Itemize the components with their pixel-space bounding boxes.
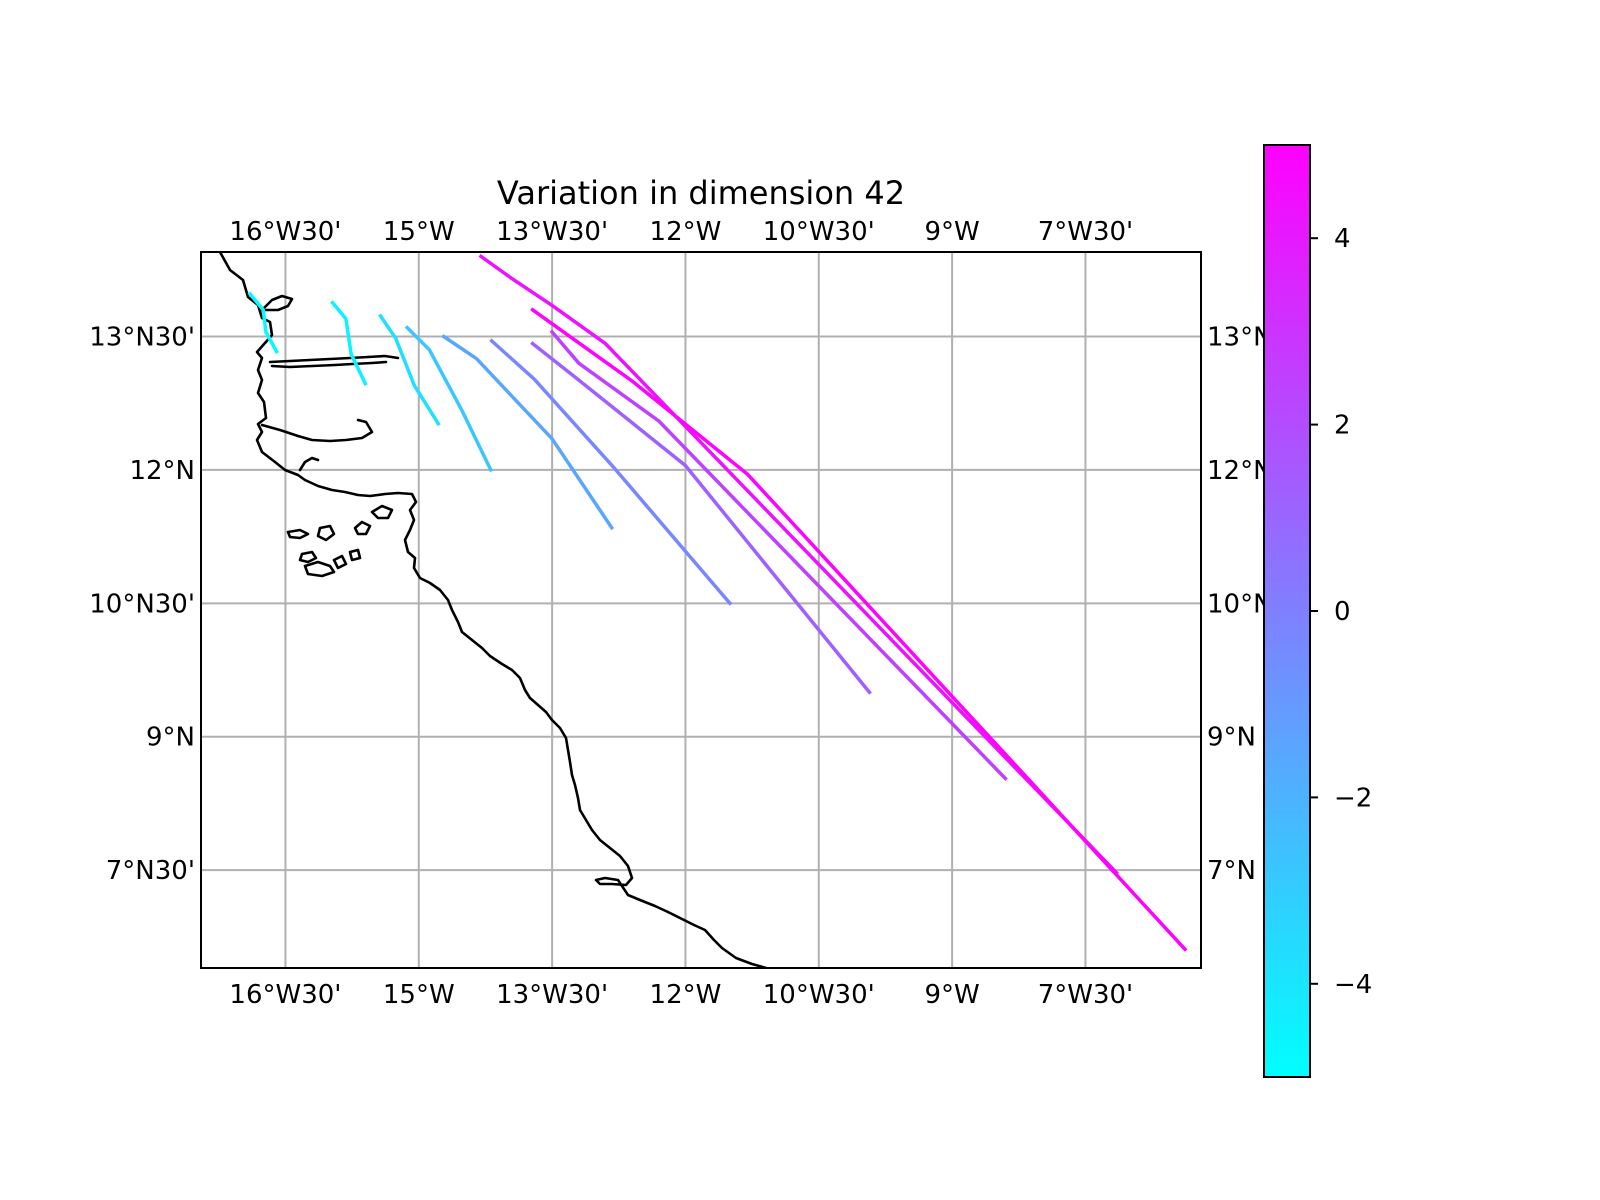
y-tick-label-right: 10°N (1207, 589, 1273, 619)
coastline-island-7 (353, 520, 372, 536)
x-tick-label-top: 16°W30' (229, 217, 341, 247)
x-tick-label-bottom: 10°W30' (763, 980, 875, 1010)
coastline-island-8 (370, 504, 394, 520)
y-tick-label-right: 12°N (1207, 456, 1273, 486)
tracks (247, 253, 1188, 952)
x-tick-label-bottom: 13°W30' (496, 980, 608, 1010)
coastline-island-5 (332, 554, 348, 570)
y-tick-label-left: 9°N (146, 723, 195, 753)
y-tick-label-left: 12°N (129, 456, 195, 486)
coastline (218, 252, 768, 968)
x-tick-label-top: 7°W30' (1038, 217, 1133, 247)
coastline-gambia-river-north (268, 354, 400, 364)
track-line-2 (330, 300, 368, 386)
y-tick-label-right: 7°N (1207, 856, 1256, 886)
x-ticks-bottom: 16°W30' 15°W 13°W30' 12°W 10°W30' 9°W 7°W30' (229, 980, 1133, 1010)
x-tick-label-top: 10°W30' (763, 217, 875, 247)
x-ticks-top: 16°W30' 15°W 13°W30' 12°W 10°W30' 9°W 7°W30' (229, 217, 1133, 247)
x-tick-label-top: 13°W30' (496, 217, 608, 247)
colorbar-tick-label: 4 (1334, 224, 1351, 254)
colorbar-tick-label: 2 (1334, 411, 1351, 441)
x-tick-label-top: 15°W (383, 217, 455, 247)
coastline-island-1 (286, 528, 310, 540)
y-ticks-left: 13°N30' 12°N 10°N30' 9°N 7°N30' (89, 322, 195, 886)
x-tick-label-bottom: 7°W30' (1038, 980, 1133, 1010)
colorbar-tick-label: −4 (1334, 970, 1372, 1000)
coastline-mainland (218, 252, 768, 968)
coastline-island-2 (316, 524, 336, 542)
track-line-5 (441, 334, 615, 531)
track-line-9 (478, 253, 1120, 876)
coastline-island-4 (303, 560, 336, 578)
track-line-8 (549, 329, 1008, 781)
axes-frame (200, 251, 1202, 969)
x-tick-label-bottom: 12°W (650, 980, 722, 1010)
coastline-island-3 (298, 550, 318, 564)
chart-title: Variation in dimension 42 (497, 174, 905, 212)
coastline-casamance-river (260, 418, 374, 443)
y-tick-label-right: 13°N (1207, 322, 1273, 352)
x-tick-label-bottom: 16°W30' (229, 980, 341, 1010)
coastline-island-9 (260, 294, 294, 312)
y-tick-label-left: 7°N30' (106, 856, 195, 886)
coastline-gambia-river-south (270, 360, 388, 369)
y-tick-label-left: 10°N30' (89, 589, 195, 619)
y-tick-label-right: 9°N (1207, 723, 1256, 753)
track-line-3 (378, 313, 441, 427)
y-tick-label-left: 13°N30' (89, 322, 195, 352)
colorbar (1263, 144, 1311, 1078)
coastline-island-6 (348, 548, 362, 562)
colorbar-ticks: 4 2 0 −2 −4 (1310, 224, 1372, 1000)
x-tick-label-bottom: 15°W (383, 980, 455, 1010)
track-line-4 (404, 325, 494, 473)
x-tick-label-top: 9°W (924, 217, 979, 247)
y-ticks-right: 13°N 12°N 10°N 9°N 7°N (1207, 322, 1273, 886)
track-line-7 (530, 341, 872, 695)
track-line-1 (247, 291, 279, 354)
x-tick-label-top: 12°W (650, 217, 722, 247)
x-tick-label-bottom: 9°W (924, 980, 979, 1010)
track-line-6 (489, 338, 733, 606)
colorbar-tick-label: −2 (1334, 783, 1372, 813)
track-line-10 (530, 307, 1188, 952)
coastline-inlet (298, 456, 320, 472)
gridlines (201, 252, 1201, 968)
colorbar-tick-label: 0 (1334, 597, 1351, 627)
